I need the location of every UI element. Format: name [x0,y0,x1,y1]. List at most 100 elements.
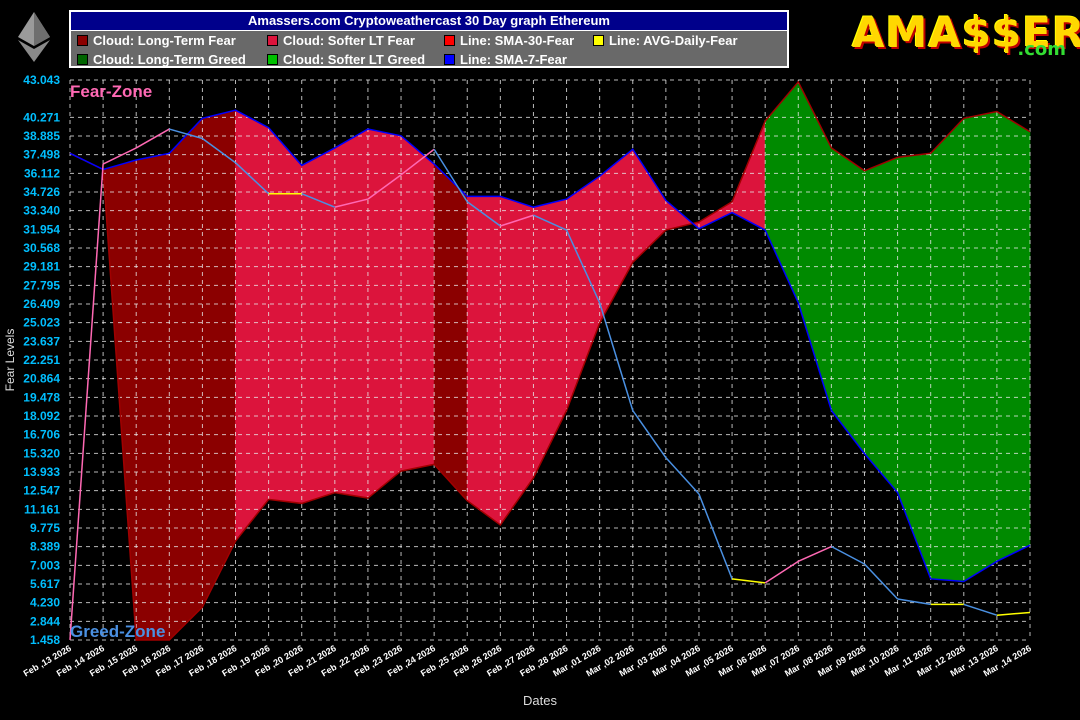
y-tick-label: 11.161 [24,502,60,516]
fear-zone-label: Fear-Zone [70,82,152,101]
cloud-segment [235,109,269,542]
avg-daily-segment [698,493,733,580]
avg-daily-segment [863,563,899,600]
y-tick-label: 15.320 [23,446,60,460]
y-tick-label: 20.864 [23,372,60,386]
y-tick-label: 12.547 [23,484,60,498]
y-tick-label: 8.389 [30,540,60,554]
cloud-segment [599,148,634,324]
swatch-icon [77,54,88,65]
legend-label: Cloud: Long-Term Greed [93,52,246,67]
avg-daily-segment [665,457,700,495]
avg-daily-segment [500,214,534,227]
y-tick-label: 2.844 [30,614,60,628]
legend-label: Line: AVG-Daily-Fear [609,33,738,48]
y-tick-label: 27.795 [23,278,60,292]
cloud-segment [533,198,567,478]
cloud-segment [731,120,766,231]
cloud-segment [268,126,303,504]
legend-sma7: Line: SMA-7-Fear [444,52,567,67]
cloud-segment [963,111,998,583]
sma30-line [69,80,1031,641]
y-tick-label: 33.340 [23,204,60,218]
y-tick-label: 19.478 [23,390,60,404]
avg-daily-segment [169,128,203,140]
chart-title: Amassers.com Cryptoweathercast 30 Day gr… [71,12,787,31]
avg-daily-segment [69,164,104,641]
y-tick-label: 18.092 [23,409,60,423]
legend-row-1: Cloud: Long-Term Fear Cloud: Softer LT F… [71,31,787,50]
y-tick-label: 29.181 [23,260,60,274]
cloud-segment [433,163,468,502]
avg-daily-segment [764,560,799,584]
y-tick-label: 36.112 [24,166,60,180]
y-tick-label: 37.498 [23,148,60,162]
legend-label: Line: SMA-7-Fear [460,52,567,67]
y-tick-label: 34.726 [23,185,60,199]
swatch-icon [593,35,604,46]
y-tick-label: 40.271 [23,110,60,124]
y-tick-label: 13.933 [23,465,60,479]
avg-daily-segment [598,302,634,411]
legend-long-term-fear: Cloud: Long-Term Fear [77,33,236,48]
avg-daily-segment [367,174,402,200]
avg-daily-segment [102,147,137,165]
sma7-line [69,109,1031,583]
legend-label: Cloud: Softer LT Greed [283,52,426,67]
y-tick-label: 7.003 [30,558,60,572]
avg-daily-segment [466,201,501,227]
amassers-logo[interactable]: AMA$$ERS .com [852,8,1080,64]
y-tick-label: 16.706 [23,428,60,442]
y-tick-label: 38.885 [23,129,60,143]
cloud-segment [930,117,965,582]
swatch-icon [267,35,278,46]
y-tick-label: 1.458 [30,633,60,647]
swatch-icon [444,35,455,46]
x-axis-label: Dates [523,693,557,708]
y-axis-ticks: 1.458 2.844 4.230 5.617 7.003 8.389 9.775 11.16… [23,73,60,647]
avg-daily-segment [135,128,170,149]
cloud-segment [797,81,832,411]
chart-grid [69,79,1031,641]
logo-main-text: AMA$$ERS [852,8,1080,57]
legend-avg-daily: Line: AVG-Daily-Fear [593,33,738,48]
swatch-icon [77,35,88,46]
legend-softer-lt-fear: Cloud: Softer LT Fear [267,33,415,48]
y-tick-label: 22.251 [23,353,60,367]
y-tick-label: 5.617 [30,577,60,591]
greed-zone-label: Greed-Zone [70,622,165,641]
cloud-segment [996,111,1031,562]
y-tick-label: 30.568 [23,241,60,255]
y-tick-label: 9.775 [30,521,60,535]
legend-row-2: Cloud: Long-Term Greed Cloud: Softer LT … [71,50,787,69]
y-tick-label: 43.043 [23,73,60,87]
avg-daily-segment [632,410,667,459]
avg-daily-segment [963,603,998,616]
avg-daily-segment [996,611,1031,616]
avg-daily-segment [897,598,931,606]
y-tick-label: 25.023 [23,316,60,330]
swatch-icon [267,54,278,65]
ethereum-icon [18,12,50,62]
avg-daily-segment [831,545,865,565]
cloud-segment [367,128,402,499]
legend-sma30: Line: SMA-30-Fear [444,33,574,48]
avg-daily-segment [334,198,369,208]
cloud-segment [202,109,236,608]
avg-daily-segment [565,229,601,304]
avg-daily-segment [201,137,236,164]
swatch-icon [444,54,455,65]
y-tick-label: 4.230 [30,596,60,610]
y-tick-label: 23.637 [23,334,60,348]
cloud-segment [897,152,931,579]
legend-label: Cloud: Softer LT Fear [283,33,415,48]
chart-legend: Amassers.com Cryptoweathercast 30 Day gr… [69,10,789,68]
legend-long-term-greed: Cloud: Long-Term Greed [77,52,246,67]
legend-label: Line: SMA-30-Fear [460,33,575,48]
legend-label: Cloud: Long-Term Fear [93,33,236,48]
chart-clouds [69,81,1031,641]
cloud-segment [500,195,534,526]
y-tick-label: 31.954 [23,222,60,236]
avg-daily-segment [731,578,766,584]
